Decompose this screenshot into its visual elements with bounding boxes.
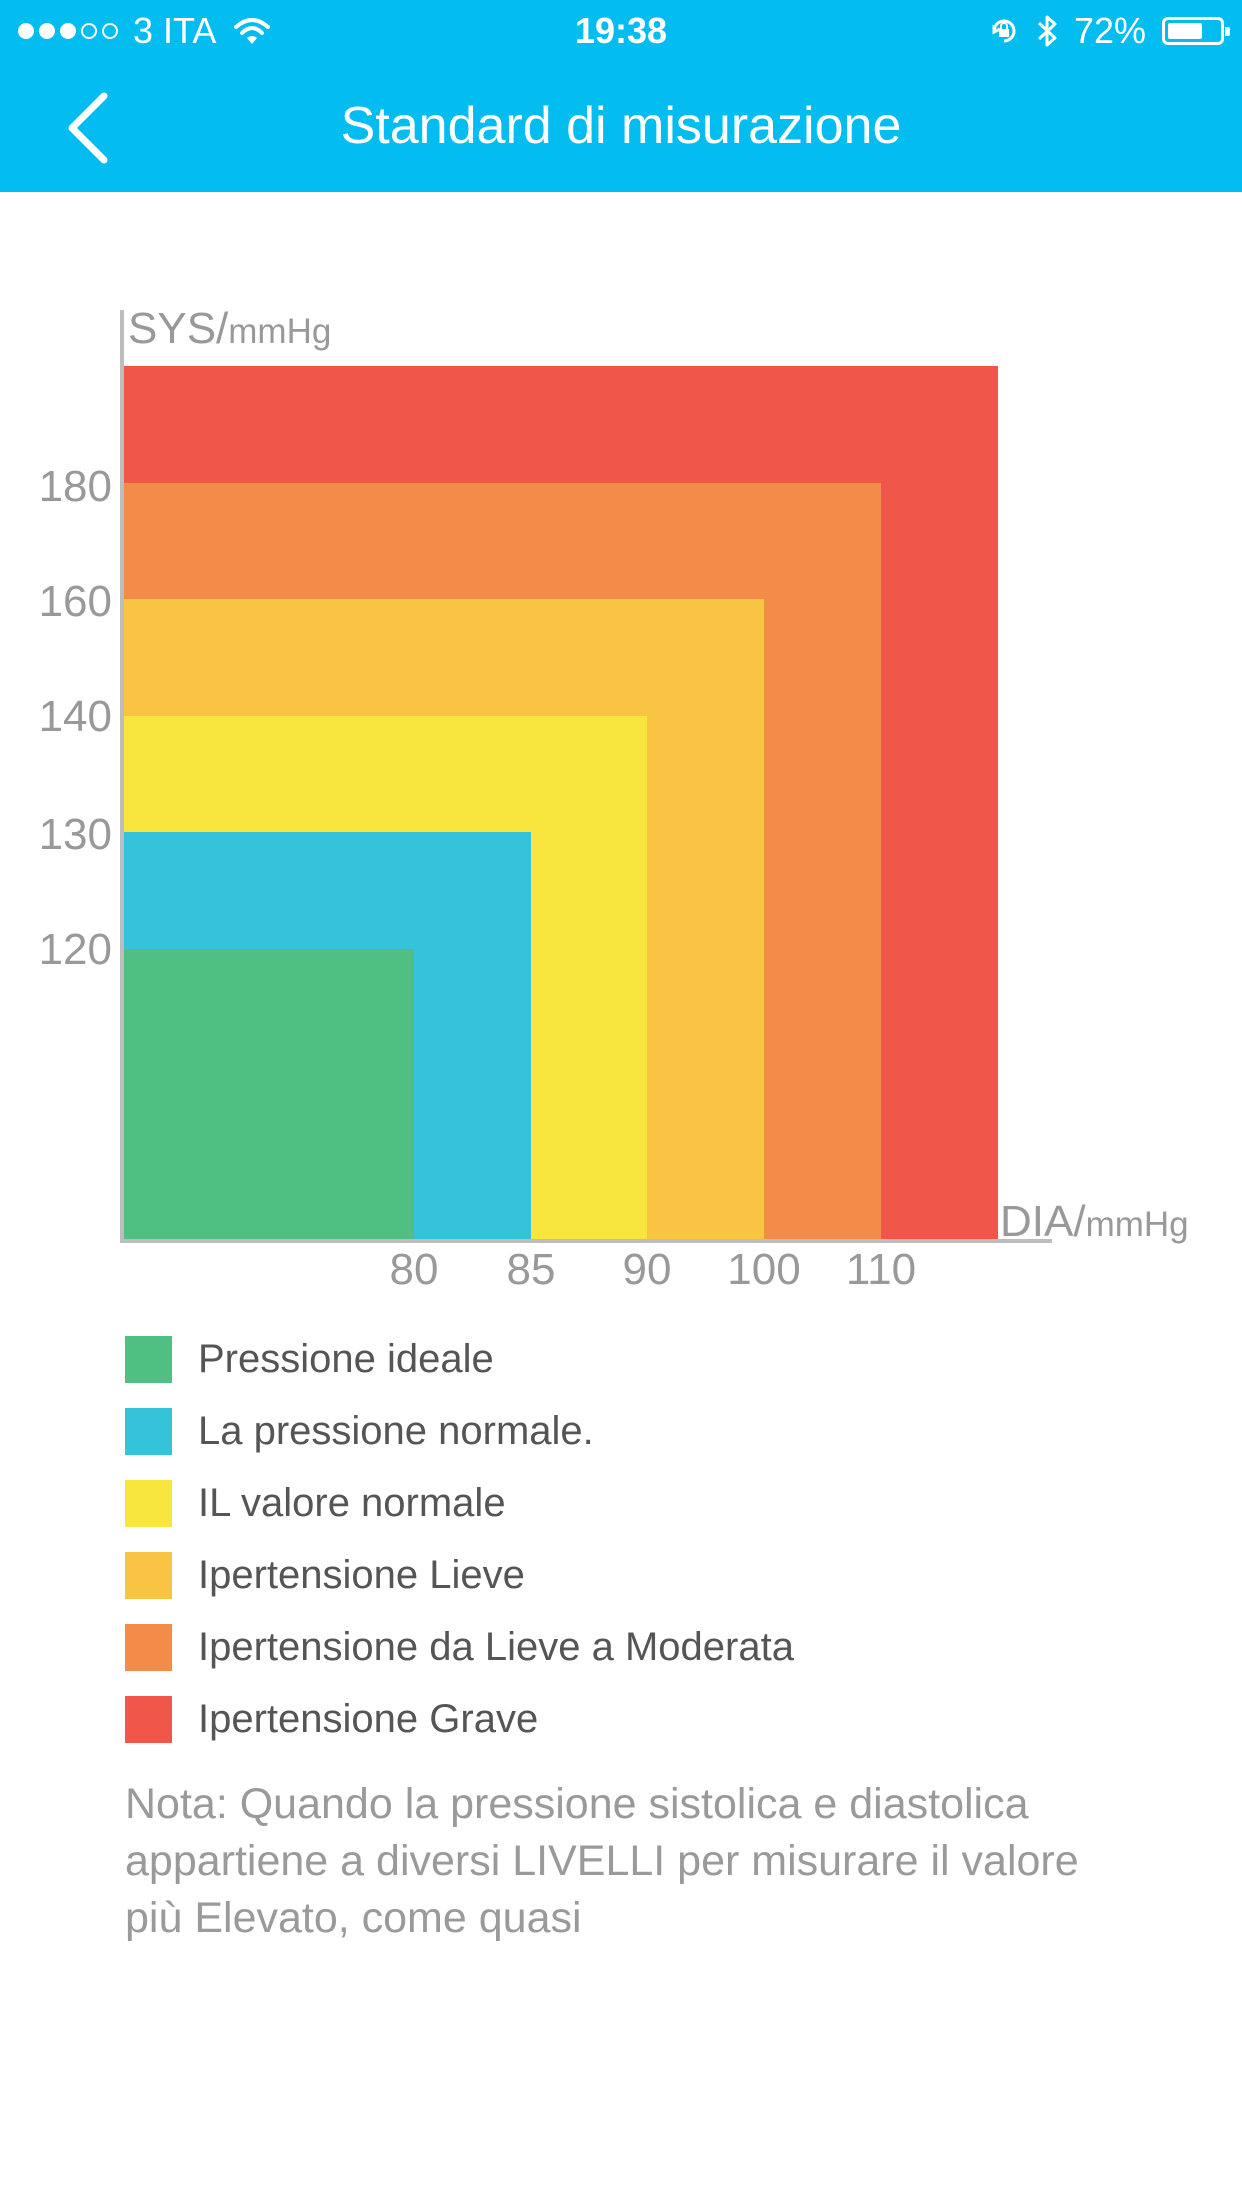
status-bar: 3 ITA 19:38 72% [0, 0, 1242, 60]
y-tick-label: 140 [39, 692, 112, 741]
y-tick-label: 120 [39, 925, 112, 974]
back-chevron-icon[interactable] [60, 88, 120, 168]
x-tick-label: 110 [846, 1245, 916, 1294]
legend-item: Ipertensione da Lieve a Moderata [125, 1611, 794, 1683]
legend-label: Pressione ideale [198, 1336, 494, 1381]
chart-legend: Pressione ideale La pressione normale. IL … [125, 1323, 794, 1755]
legend-label: Ipertensione da Lieve a Moderata [198, 1624, 794, 1669]
wifi-icon [234, 18, 271, 44]
signal-dot-filled [39, 23, 55, 39]
legend-label: Ipertensione Lieve [198, 1552, 525, 1597]
status-time: 19:38 [574, 10, 668, 51]
x-axis-unit: mmHg [1086, 1205, 1189, 1244]
legend-swatch [125, 1695, 172, 1743]
legend-item: IL valore normale [125, 1467, 794, 1539]
orientation-lock-icon [992, 19, 1016, 43]
x-tick-labels: 80 85 90 100 110 [390, 1245, 917, 1294]
legend-item: La pressione normale. [125, 1395, 794, 1467]
legend-swatch [125, 1479, 172, 1527]
signal-dot-filled [60, 23, 76, 39]
x-tick-label: 100 [727, 1245, 800, 1294]
y-axis-label: SYS/mmHg [128, 304, 331, 353]
legend-label: IL valore normale [198, 1480, 506, 1525]
legend-item: Ipertensione Grave [125, 1683, 794, 1755]
app-header: 3 ITA 19:38 72% [0, 0, 1242, 192]
legend-swatch [125, 1623, 172, 1671]
note-text: Nota: Quando la pressione sistolica e di… [125, 1780, 1079, 1942]
x-tick-label: 80 [390, 1245, 439, 1294]
bluetooth-icon [1037, 15, 1057, 47]
y-axis-unit: mmHg [228, 312, 331, 351]
signal-dot-filled [18, 23, 34, 39]
legend-swatch [125, 1335, 172, 1383]
legend-label: Ipertensione Grave [198, 1696, 539, 1741]
page-title: Standard di misurazione [340, 97, 902, 155]
legend-swatch [125, 1407, 172, 1455]
signal-dot-empty [81, 23, 97, 39]
battery-percentage: 72% [1073, 10, 1146, 51]
battery-nub [1225, 27, 1230, 36]
y-axis-name: SYS/ [128, 304, 229, 353]
chart-zones [124, 366, 998, 1240]
legend-item: Pressione ideale [125, 1323, 794, 1395]
x-axis-name: DIA/ [1000, 1197, 1086, 1246]
battery-fill [1168, 23, 1203, 39]
blood-pressure-chart: SYS/mmHg DIA/mmHg 180 160 140 130 120 80 85 90… [39, 304, 1189, 1294]
battery-icon [1162, 17, 1230, 45]
y-tick-label: 160 [39, 577, 112, 626]
x-axis-label: DIA/mmHg [1000, 1197, 1189, 1246]
x-tick-label: 90 [623, 1245, 672, 1294]
legend-label: La pressione normale. [198, 1408, 594, 1453]
carrier-name: 3 ITA [133, 10, 217, 51]
y-tick-label: 180 [39, 462, 112, 511]
y-tick-label: 130 [39, 810, 112, 859]
status-right: 72% [972, 10, 1230, 52]
signal-dot-empty [102, 23, 118, 39]
status-left: 3 ITA [18, 10, 271, 52]
legend-item: Ipertensione Lieve [125, 1539, 794, 1611]
y-tick-labels: 180 160 140 130 120 [39, 462, 112, 974]
legend-swatch [125, 1551, 172, 1599]
x-tick-label: 85 [507, 1245, 556, 1294]
zone-pressione-ideale [124, 949, 414, 1240]
